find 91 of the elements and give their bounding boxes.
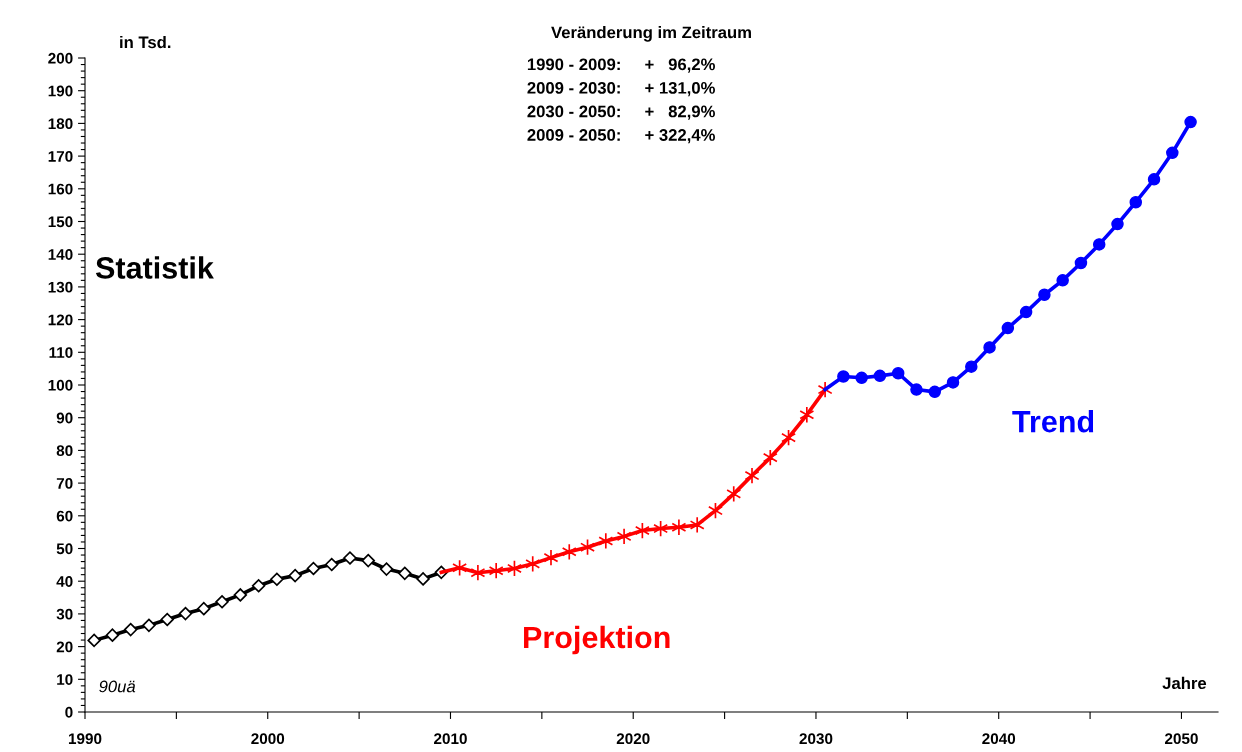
point <box>197 601 211 616</box>
series-label: Trend <box>1012 410 1094 433</box>
point <box>123 622 138 637</box>
y-tick-label: 90 <box>56 412 73 424</box>
point <box>561 543 577 561</box>
point <box>598 532 614 550</box>
y-tick-label: 140 <box>48 249 73 260</box>
point <box>270 572 284 586</box>
x-tick-label: 2010 <box>434 733 467 745</box>
point <box>1166 146 1179 160</box>
annotation: 2030 - 2050: + 82,9% <box>527 105 715 120</box>
point <box>215 595 229 609</box>
point <box>1129 195 1143 209</box>
point <box>1147 173 1161 186</box>
y-tick-label: 130 <box>48 281 73 293</box>
y-tick-label: 20 <box>56 641 73 653</box>
y-tick-label: 40 <box>56 576 73 587</box>
point <box>873 369 887 383</box>
y-tick-label: 180 <box>48 118 73 130</box>
point <box>178 606 193 621</box>
point <box>910 383 923 396</box>
point <box>361 553 375 568</box>
y-tick-label: 50 <box>56 543 73 555</box>
point <box>837 370 850 383</box>
point <box>928 385 942 399</box>
point <box>1092 238 1106 251</box>
y-tick-label: 110 <box>49 347 73 358</box>
y-tick-label: 30 <box>56 608 73 620</box>
point <box>105 628 120 642</box>
point <box>799 406 815 424</box>
y-tick-label: 190 <box>48 85 73 97</box>
point <box>1074 256 1088 270</box>
point <box>525 555 541 573</box>
point <box>288 568 302 583</box>
point <box>488 562 504 580</box>
x-tick-label: 2040 <box>982 733 1016 745</box>
point <box>343 551 357 565</box>
annotation: 2009 - 2050: + 322,4% <box>527 129 715 144</box>
annotation: 2009 - 2030: + 131,0% <box>527 81 715 97</box>
text: Statistik <box>95 256 214 279</box>
point <box>416 572 430 586</box>
point <box>946 376 960 389</box>
point <box>1111 217 1124 231</box>
point <box>306 561 321 576</box>
series-label: Projektion <box>524 625 670 655</box>
y-tick-label: 70 <box>56 477 73 489</box>
y-tick-label: 150 <box>48 216 73 228</box>
point <box>543 549 559 567</box>
point <box>233 588 248 602</box>
annotation: 1990 - 2009: + 96,2% <box>527 58 715 73</box>
y-axis-title: in Tsd. <box>120 35 171 49</box>
point <box>324 557 339 572</box>
point <box>160 612 174 627</box>
x-tick-label: 2020 <box>616 733 650 745</box>
y-tick-label: 120 <box>48 314 73 326</box>
x-tick-label: 2050 <box>1164 733 1198 745</box>
x-axis-title: Jahre <box>1162 676 1207 690</box>
point <box>891 366 905 380</box>
point <box>671 518 687 536</box>
y-tick-label: 60 <box>56 510 73 522</box>
y-tick-label: 80 <box>56 445 73 457</box>
y-tick-label: 200 <box>48 52 73 64</box>
point <box>398 566 412 581</box>
x-tick-label: 1990 <box>68 733 102 745</box>
x-tick-label: 2000 <box>251 733 285 745</box>
y-tick-label: 10 <box>57 674 73 685</box>
y-tick-label: 0 <box>65 706 73 718</box>
point <box>379 562 394 576</box>
point <box>470 564 486 582</box>
point <box>87 633 101 648</box>
point <box>616 527 632 545</box>
point <box>744 467 760 485</box>
point <box>965 360 978 373</box>
point <box>726 485 742 503</box>
point <box>762 449 778 467</box>
point <box>142 618 156 633</box>
point <box>689 516 705 534</box>
point <box>1001 321 1015 335</box>
point <box>251 579 266 593</box>
y-tick-label: 170 <box>48 150 73 162</box>
x-tick-label: 2030 <box>799 733 833 745</box>
point <box>983 341 996 354</box>
point <box>1019 305 1033 319</box>
text: Veränderung im Zeitraum <box>551 26 751 42</box>
y-tick-label: 160 <box>48 183 73 195</box>
point <box>855 371 868 385</box>
point <box>1184 115 1197 129</box>
annotation: 90uä <box>99 680 136 693</box>
y-tick-label: 100 <box>48 379 73 391</box>
point <box>1038 288 1051 301</box>
point <box>1056 274 1069 287</box>
